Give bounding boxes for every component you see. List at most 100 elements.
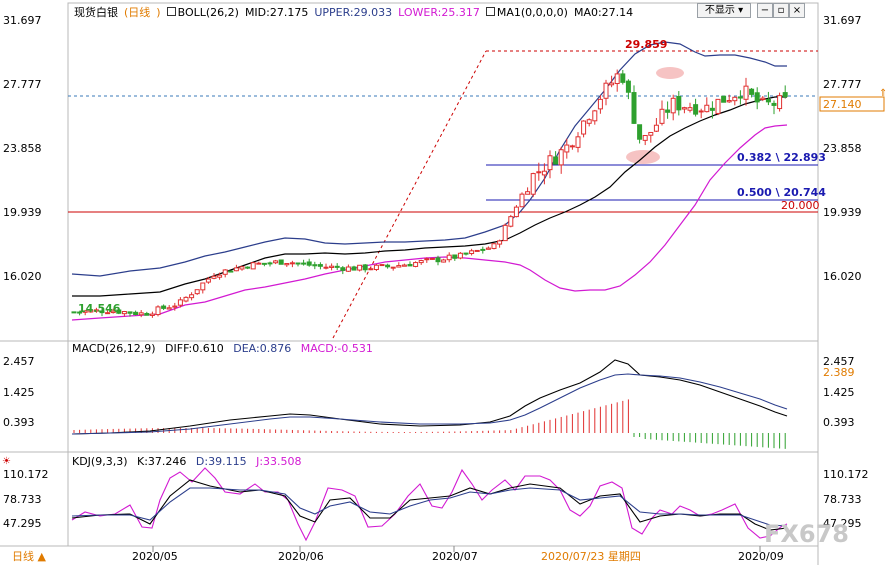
price-header: 现货白银 (日线) BOLL(26,2) MID:27.175 UPPER:29.033… xyxy=(74,4,639,20)
candle-body xyxy=(345,266,351,272)
candle-body xyxy=(239,266,245,270)
candle-body xyxy=(317,264,323,267)
kdj-tick: 47.295 xyxy=(3,517,42,530)
candle-body xyxy=(782,92,788,98)
candle-body xyxy=(368,268,374,271)
candle-body xyxy=(569,145,575,148)
candle-body xyxy=(525,191,531,195)
candle-body xyxy=(373,264,379,271)
candle-body xyxy=(155,306,161,316)
price-tick: 19.939 xyxy=(3,206,42,219)
candle-body xyxy=(133,311,139,316)
cursor-date: 2020/07/23 星期四 xyxy=(541,550,641,563)
candle-body xyxy=(704,104,710,113)
candle-body xyxy=(256,262,262,265)
candle-body xyxy=(267,262,273,265)
candle-body xyxy=(233,267,239,272)
period-label: (日线) xyxy=(124,6,161,19)
candle-body xyxy=(732,96,738,102)
kdj-tick: 110.172 xyxy=(3,468,49,481)
candle-body xyxy=(603,82,609,99)
candle-body xyxy=(709,107,715,111)
period-selector[interactable]: 日线 ▲ xyxy=(12,549,46,563)
candle-body xyxy=(446,254,452,261)
x-label: 2020/06 xyxy=(278,550,324,563)
candle-body xyxy=(93,309,99,312)
candle-body xyxy=(698,110,704,113)
macd-tick: 2.457 xyxy=(823,355,855,368)
candle-body xyxy=(289,262,295,265)
high-annotation: 29.859 xyxy=(625,38,667,51)
candle-body xyxy=(687,107,693,111)
price-ticks-left: 31.697 27.777 23.858 19.939 16.020 xyxy=(3,14,42,283)
price-ticks-right: 31.697 27.777 23.858 19.939 16.020 xyxy=(823,14,862,283)
fib-500-label: 0.500 \ 20.744 xyxy=(737,186,826,199)
candle-body xyxy=(765,98,771,103)
candle-body xyxy=(642,135,648,141)
candle-body xyxy=(301,262,307,265)
x-label: 2020/07 xyxy=(432,550,478,563)
price-tick: 27.777 xyxy=(3,78,42,91)
candle-body xyxy=(88,309,94,313)
candle-body xyxy=(273,260,279,264)
low-annotation: 14.546 xyxy=(78,302,121,315)
macd-tick: 0.393 xyxy=(3,416,35,429)
candle-body xyxy=(581,120,587,135)
candle-body xyxy=(295,262,301,265)
candle-body xyxy=(211,275,217,279)
close-icon: × xyxy=(792,5,802,16)
candle-body xyxy=(553,156,559,165)
candle-body xyxy=(726,100,732,103)
candle-body xyxy=(749,88,755,95)
candle-body xyxy=(670,97,676,114)
minimize-button[interactable]: − xyxy=(757,3,773,18)
boll-mid: MID:27.175 xyxy=(244,6,309,19)
x-label: 2020/09 xyxy=(738,550,784,563)
candle-body xyxy=(441,259,447,263)
candle-body xyxy=(189,294,195,299)
trend-dotted-line xyxy=(332,50,487,339)
kdj-tick: 110.172 xyxy=(823,468,869,481)
candle-body xyxy=(413,262,419,267)
macd-tick: 1.425 xyxy=(3,386,35,399)
candle-body xyxy=(245,266,251,269)
boll-box-icon xyxy=(166,7,176,16)
candle-body xyxy=(620,73,626,83)
candle-body xyxy=(609,82,615,86)
candle-body xyxy=(379,264,385,267)
candle-body xyxy=(474,249,480,252)
macd-dea-line xyxy=(71,373,788,435)
candle-body xyxy=(407,263,413,267)
close-button[interactable]: × xyxy=(789,3,805,18)
candle-body xyxy=(228,270,234,273)
candle-body xyxy=(424,258,430,261)
watermark: FX678 xyxy=(764,520,849,548)
top-highlight xyxy=(656,67,684,79)
candle-body xyxy=(222,269,228,275)
candle-body xyxy=(121,311,127,315)
candle-body xyxy=(418,260,424,264)
macd-tick: 1.425 xyxy=(823,386,855,399)
candle-body xyxy=(329,265,335,268)
candle-body xyxy=(177,299,183,306)
candle-body xyxy=(519,193,525,208)
candle-body xyxy=(614,73,620,85)
candle-body xyxy=(754,92,760,103)
boll-lower-line xyxy=(71,124,788,321)
ma-label: MA1(0,0,0,0) xyxy=(496,6,568,19)
candle-body xyxy=(194,289,200,295)
ma-value: MA0:27.14 xyxy=(573,6,634,19)
candle-body xyxy=(200,282,206,291)
price-tick: 23.858 xyxy=(3,142,42,155)
candle-body xyxy=(390,266,396,269)
candle-body xyxy=(435,257,441,263)
candle-body xyxy=(161,305,167,309)
price-tick: 23.858 xyxy=(823,142,862,155)
price-tick: 16.020 xyxy=(823,270,862,283)
candle-body xyxy=(480,248,486,251)
hide-select[interactable]: 不显示 ▾ xyxy=(697,3,751,18)
candle-body xyxy=(312,264,318,267)
restore-button[interactable]: ▫ xyxy=(773,3,789,18)
ma-box-icon xyxy=(485,7,495,16)
candle-body xyxy=(530,173,536,195)
